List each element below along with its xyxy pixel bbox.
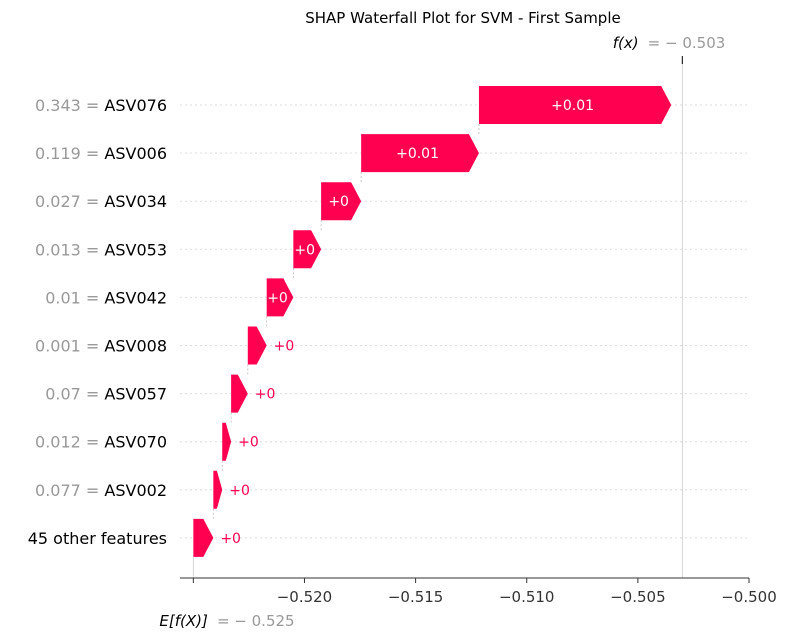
bar-value-label: +0 bbox=[229, 483, 250, 499]
feature-name: ASV042 bbox=[104, 288, 167, 307]
feature-value: 0.001 = bbox=[35, 337, 104, 356]
feature-label: 0.001 = ASV008 bbox=[35, 337, 167, 356]
feature-label: 0.119 = ASV006 bbox=[35, 144, 167, 163]
feature-name: ASV002 bbox=[104, 481, 167, 500]
bar-value-label: +0 bbox=[328, 194, 349, 210]
feature-label: 0.343 = ASV076 bbox=[35, 96, 167, 115]
x-tick-label: −0.505 bbox=[610, 588, 666, 606]
reference-lines bbox=[192, 56, 683, 578]
waterfall-bar bbox=[478, 86, 672, 124]
feature-label: 45 other features bbox=[28, 529, 167, 548]
feature-name: ASV053 bbox=[104, 240, 167, 259]
fx-value: = − 0.503 bbox=[648, 34, 726, 52]
waterfall-bars: +0.01 +0.01 +0 +0 +0 +0 +0 +0 +0 +0 bbox=[193, 86, 672, 557]
bar-value-label: +0.01 bbox=[551, 98, 594, 114]
feature-name: 45 other features bbox=[28, 529, 167, 548]
feature-label: 0.012 = ASV070 bbox=[35, 433, 167, 452]
fx-annotation: f(x) = − 0.503 bbox=[613, 33, 726, 52]
x-tick-label: −0.515 bbox=[388, 588, 444, 606]
waterfall-bar bbox=[231, 374, 248, 413]
svg-text:f(x) = − 0.503: f(x) = − 0.503 bbox=[613, 33, 726, 52]
waterfall-bar bbox=[213, 470, 223, 509]
bar-value-label: +0 bbox=[255, 387, 276, 403]
feature-value: 0.01 = bbox=[45, 288, 104, 307]
chart-title: SHAP Waterfall Plot for SVM - First Samp… bbox=[305, 9, 620, 27]
feature-labels: 0.343 = ASV076 0.119 = ASV006 0.027 = ASV0… bbox=[28, 96, 167, 548]
x-tick-label: −0.520 bbox=[277, 588, 333, 606]
feature-name: ASV008 bbox=[104, 337, 167, 356]
bar-value-label: +0 bbox=[267, 290, 288, 306]
x-axis: −0.520 −0.515 −0.510 −0.505 −0.500 bbox=[180, 577, 777, 606]
waterfall-bar bbox=[321, 182, 362, 221]
bar-value-label: +0 bbox=[294, 242, 315, 258]
feature-value: 0.07 = bbox=[45, 385, 104, 404]
waterfall-bar bbox=[266, 278, 294, 317]
x-tick-label: −0.510 bbox=[499, 588, 555, 606]
x-tick-label: −0.500 bbox=[721, 588, 777, 606]
feature-label: 0.013 = ASV053 bbox=[35, 240, 167, 259]
fx-label: f(x) bbox=[613, 34, 639, 52]
feature-value: 0.012 = bbox=[35, 433, 104, 452]
feature-name: ASV070 bbox=[104, 433, 167, 452]
feature-label: 0.077 = ASV002 bbox=[35, 481, 167, 500]
feature-name: ASV057 bbox=[104, 385, 167, 404]
svg-text:E[f(X)] = − 0.525: E[f(X)] = − 0.525 bbox=[159, 611, 294, 630]
feature-value: 0.013 = bbox=[35, 240, 104, 259]
waterfall-bar bbox=[247, 326, 267, 365]
feature-label: 0.07 = ASV057 bbox=[45, 385, 167, 404]
waterfall-bar bbox=[293, 230, 322, 269]
waterfall-bar bbox=[222, 422, 232, 461]
feature-name: ASV076 bbox=[104, 96, 167, 115]
bar-value-label: +0 bbox=[238, 435, 259, 451]
ex-value: = − 0.525 bbox=[217, 612, 295, 630]
bar-value-label: +0.01 bbox=[396, 146, 439, 162]
feature-value: 0.027 = bbox=[35, 192, 104, 211]
feature-value: 0.119 = bbox=[35, 144, 104, 163]
waterfall-bar bbox=[193, 518, 214, 557]
feature-value: 0.077 = bbox=[35, 481, 104, 500]
feature-name: ASV034 bbox=[104, 192, 167, 211]
ex-label: E[f(X)] bbox=[159, 612, 208, 630]
feature-label: 0.01 = ASV042 bbox=[45, 288, 167, 307]
feature-label: 0.027 = ASV034 bbox=[35, 192, 167, 211]
bar-value-label: +0 bbox=[274, 339, 295, 355]
feature-name: ASV006 bbox=[104, 144, 167, 163]
ex-annotation: E[f(X)] = − 0.525 bbox=[159, 611, 294, 630]
bar-value-label: +0 bbox=[220, 531, 241, 547]
feature-value: 0.343 = bbox=[35, 96, 104, 115]
waterfall-bar bbox=[361, 134, 479, 173]
